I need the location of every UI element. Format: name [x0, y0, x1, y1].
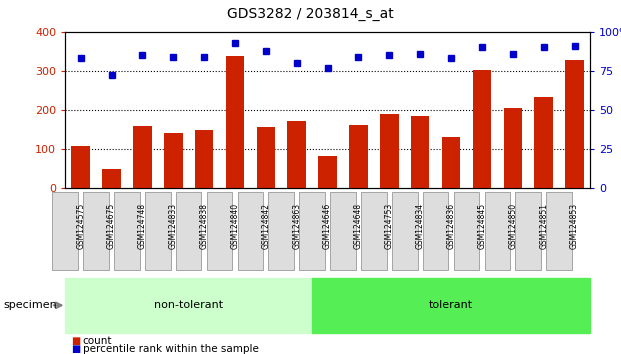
- FancyBboxPatch shape: [114, 192, 140, 270]
- Bar: [473, 70, 491, 188]
- Text: GDS3282 / 203814_s_at: GDS3282 / 203814_s_at: [227, 7, 394, 21]
- Bar: [349, 125, 368, 188]
- FancyBboxPatch shape: [515, 192, 541, 270]
- FancyBboxPatch shape: [299, 192, 325, 270]
- FancyBboxPatch shape: [145, 192, 171, 270]
- Text: GSM124836: GSM124836: [446, 203, 456, 249]
- Bar: [71, 145, 90, 188]
- Text: tolerant: tolerant: [429, 300, 473, 310]
- FancyBboxPatch shape: [484, 192, 510, 270]
- Bar: [164, 133, 183, 188]
- Text: GSM124753: GSM124753: [385, 203, 394, 249]
- Bar: [256, 127, 275, 188]
- FancyBboxPatch shape: [361, 192, 387, 270]
- Bar: [380, 114, 399, 188]
- FancyBboxPatch shape: [392, 192, 417, 270]
- Bar: [195, 130, 214, 188]
- Text: count: count: [83, 336, 112, 346]
- Text: percentile rank within the sample: percentile rank within the sample: [83, 344, 258, 354]
- Bar: [504, 108, 522, 188]
- Bar: [535, 97, 553, 188]
- Text: GSM124748: GSM124748: [138, 203, 147, 249]
- Text: GSM124833: GSM124833: [169, 203, 178, 249]
- FancyBboxPatch shape: [330, 192, 356, 270]
- FancyBboxPatch shape: [207, 192, 232, 270]
- FancyBboxPatch shape: [176, 192, 201, 270]
- Text: GSM124851: GSM124851: [539, 203, 548, 249]
- Text: GSM124840: GSM124840: [230, 203, 240, 249]
- Text: GSM124842: GSM124842: [261, 203, 270, 249]
- Text: GSM124845: GSM124845: [478, 203, 486, 249]
- FancyBboxPatch shape: [423, 192, 448, 270]
- FancyBboxPatch shape: [268, 192, 294, 270]
- Text: specimen: specimen: [3, 300, 57, 310]
- Text: GSM124648: GSM124648: [354, 203, 363, 249]
- Text: GSM124834: GSM124834: [415, 203, 425, 249]
- Bar: [319, 156, 337, 188]
- Text: GSM124863: GSM124863: [292, 203, 301, 249]
- Text: GSM124838: GSM124838: [199, 203, 209, 249]
- Bar: [565, 60, 584, 188]
- Bar: [225, 56, 244, 188]
- Text: GSM124575: GSM124575: [76, 203, 85, 249]
- FancyBboxPatch shape: [83, 192, 109, 270]
- Text: GSM124675: GSM124675: [107, 203, 116, 249]
- FancyBboxPatch shape: [454, 192, 479, 270]
- Bar: [133, 126, 152, 188]
- Text: GSM124853: GSM124853: [570, 203, 579, 249]
- Bar: [288, 121, 306, 188]
- Text: ■: ■: [71, 344, 81, 354]
- Bar: [102, 169, 120, 188]
- FancyBboxPatch shape: [546, 192, 572, 270]
- FancyBboxPatch shape: [238, 192, 263, 270]
- Text: GSM124850: GSM124850: [508, 203, 517, 249]
- Bar: [411, 116, 430, 188]
- Text: GSM124646: GSM124646: [323, 203, 332, 249]
- Text: ■: ■: [71, 336, 81, 346]
- Bar: [442, 137, 460, 188]
- FancyBboxPatch shape: [52, 192, 78, 270]
- Text: non-tolerant: non-tolerant: [154, 300, 223, 310]
